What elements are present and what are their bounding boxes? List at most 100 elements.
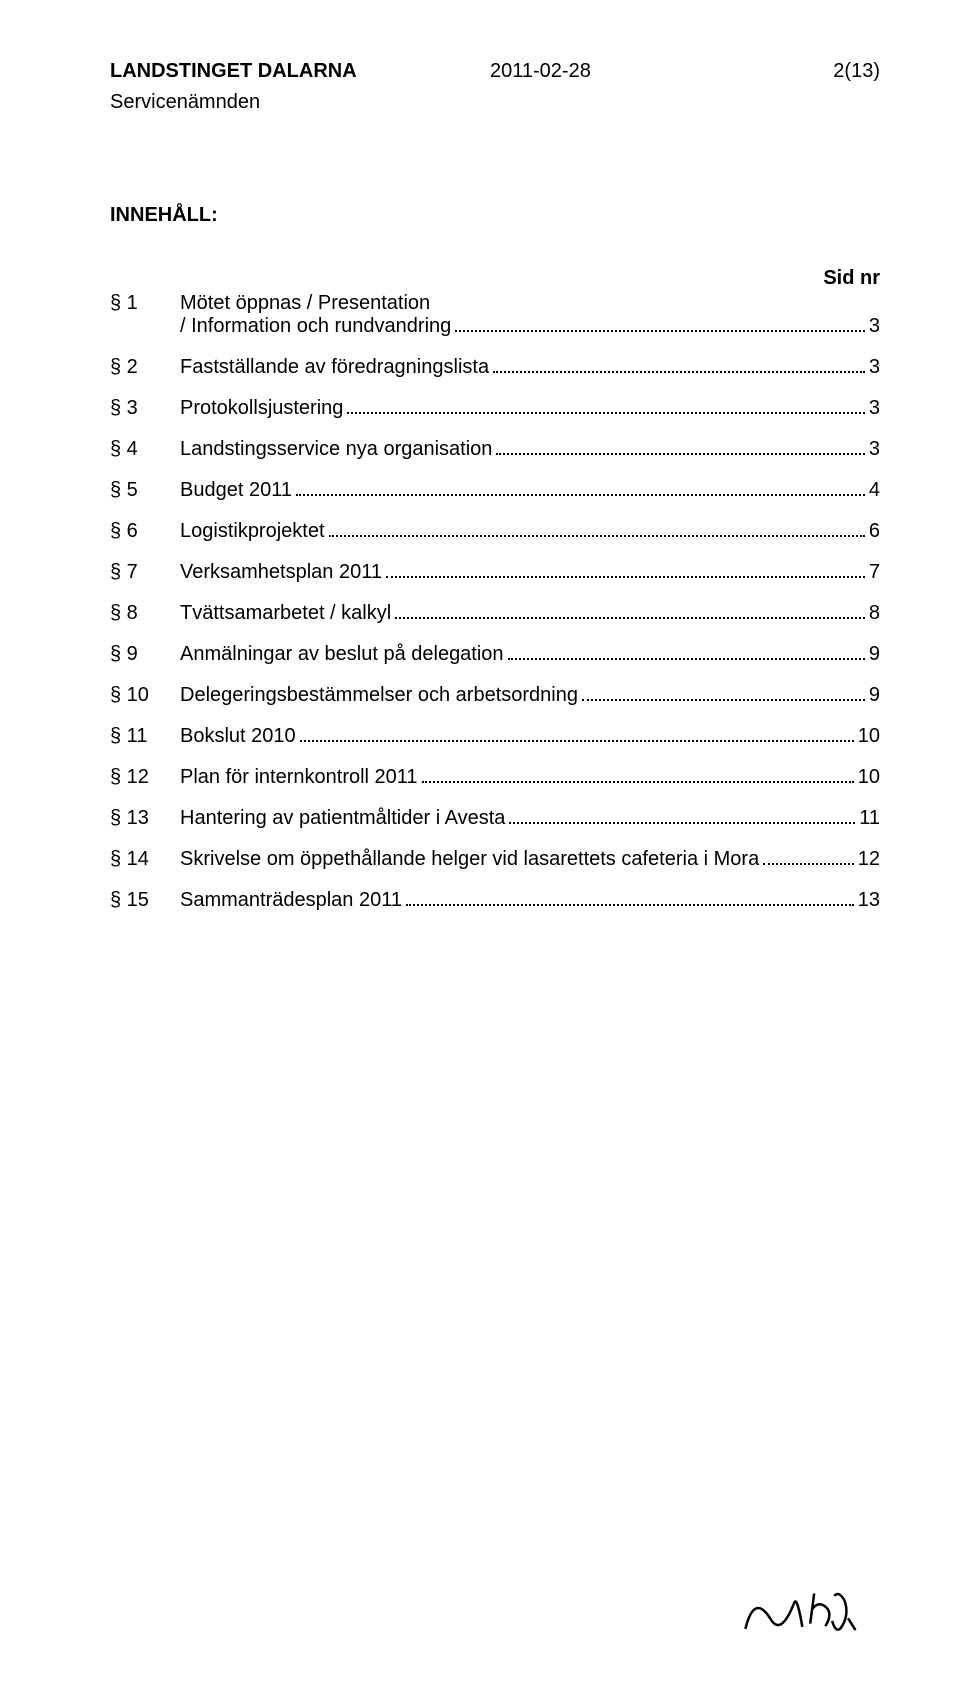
- sid-nr-label: Sid nr: [110, 267, 880, 290]
- toc-row: § 8Tvättsamarbetet / kalkyl 8: [110, 602, 880, 625]
- toc-leader-dots: [509, 822, 855, 824]
- toc-label: Verksamhetsplan 2011: [180, 561, 382, 584]
- toc-line: Fastställande av föredragningslista 3: [180, 356, 880, 379]
- toc-label: Logistikprojektet: [180, 520, 325, 543]
- section-title: INNEHÅLL:: [110, 204, 880, 227]
- toc-body: Landstingsservice nya organisation 3: [180, 438, 880, 461]
- toc-page-number: 3: [869, 315, 880, 338]
- toc-section-number: § 12: [110, 766, 180, 789]
- toc-leader-dots: [582, 699, 865, 701]
- toc-body: Anmälningar av beslut på delegation 9: [180, 643, 880, 666]
- toc-leader-dots: [386, 576, 865, 578]
- toc-line: Bokslut 201010: [180, 725, 880, 748]
- toc-page-number: 12: [858, 848, 880, 871]
- toc-leader-dots: [296, 494, 865, 496]
- toc-line: Sammanträdesplan 2011 13: [180, 889, 880, 912]
- toc-row: § 15Sammanträdesplan 201113: [110, 889, 880, 912]
- table-of-contents: § 1Mötet öppnas / Presentation/ Informat…: [110, 292, 880, 912]
- toc-line: Protokollsjustering 3: [180, 397, 880, 420]
- toc-label: Landstingsservice nya organisation: [180, 438, 492, 461]
- toc-section-number: § 1: [110, 292, 180, 315]
- toc-section-number: § 10: [110, 684, 180, 707]
- toc-page-number: 11: [859, 807, 880, 830]
- toc-row: § 4Landstingsservice nya organisation 3: [110, 438, 880, 461]
- signature-mark: [739, 1580, 861, 1655]
- toc-label: Hantering av patientmåltider i Avesta: [180, 807, 505, 830]
- toc-row: § 11Bokslut 201010: [110, 725, 880, 748]
- toc-label: Mötet öppnas / Presentation: [180, 292, 430, 315]
- toc-label: Budget 2011: [180, 479, 292, 502]
- toc-line: Landstingsservice nya organisation 3: [180, 438, 880, 461]
- toc-label: Delegeringsbestämmelser och arbetsordnin…: [180, 684, 578, 707]
- toc-row: § 1Mötet öppnas / Presentation/ Informat…: [110, 292, 880, 338]
- toc-section-number: § 5: [110, 479, 180, 502]
- toc-leader-dots: [455, 330, 865, 332]
- toc-section-number: § 4: [110, 438, 180, 461]
- toc-line: Skrivelse om öppethållande helger vid la…: [180, 848, 880, 871]
- toc-leader-dots: [300, 740, 854, 742]
- toc-leader-dots: [422, 781, 854, 783]
- toc-page-number: 3: [869, 397, 880, 420]
- toc-body: Mötet öppnas / Presentation/ Information…: [180, 292, 880, 338]
- toc-body: Plan för internkontroll 2011 10: [180, 766, 880, 789]
- toc-body: Budget 2011 4: [180, 479, 880, 502]
- toc-section-number: § 14: [110, 848, 180, 871]
- toc-page-number: 13: [858, 889, 880, 912]
- toc-body: Skrivelse om öppethållande helger vid la…: [180, 848, 880, 871]
- toc-page-number: 9: [869, 643, 880, 666]
- toc-line: Hantering av patientmåltider i Avesta 11: [180, 807, 880, 830]
- toc-label: Plan för internkontroll 2011: [180, 766, 418, 789]
- toc-row: § 7Verksamhetsplan 2011 7: [110, 561, 880, 584]
- toc-page-number: 7: [869, 561, 880, 584]
- toc-line: Plan för internkontroll 2011 10: [180, 766, 880, 789]
- toc-section-number: § 9: [110, 643, 180, 666]
- toc-row: § 14Skrivelse om öppethållande helger vi…: [110, 848, 880, 871]
- toc-page-number: 6: [869, 520, 880, 543]
- toc-page-number: 10: [858, 766, 880, 789]
- toc-line: Delegeringsbestämmelser och arbetsordnin…: [180, 684, 880, 707]
- toc-row: § 12Plan för internkontroll 2011 10: [110, 766, 880, 789]
- toc-row: § 9Anmälningar av beslut på delegation 9: [110, 643, 880, 666]
- toc-label: Protokollsjustering: [180, 397, 343, 420]
- toc-section-number: § 7: [110, 561, 180, 584]
- toc-section-number: § 6: [110, 520, 180, 543]
- toc-row: § 10Delegeringsbestämmelser och arbetsor…: [110, 684, 880, 707]
- toc-row: § 3Protokollsjustering 3: [110, 397, 880, 420]
- toc-body: Delegeringsbestämmelser och arbetsordnin…: [180, 684, 880, 707]
- toc-page-number: 4: [869, 479, 880, 502]
- toc-row: § 2Fastställande av föredragningslista 3: [110, 356, 880, 379]
- toc-leader-dots: [496, 453, 864, 455]
- toc-line: Mötet öppnas / Presentation: [180, 292, 880, 315]
- toc-leader-dots: [763, 863, 854, 865]
- toc-label: Anmälningar av beslut på delegation: [180, 643, 504, 666]
- toc-line: / Information och rundvandring 3: [180, 315, 880, 338]
- toc-label: / Information och rundvandring: [180, 315, 451, 338]
- toc-label: Sammanträdesplan 2011: [180, 889, 402, 912]
- page-header: LANDSTINGET DALARNA 2011-02-28 2(13): [110, 60, 880, 83]
- toc-label: Tvättsamarbetet / kalkyl: [180, 602, 391, 625]
- toc-line: Budget 2011 4: [180, 479, 880, 502]
- toc-leader-dots: [508, 658, 865, 660]
- toc-row: § 6Logistikprojektet 6: [110, 520, 880, 543]
- toc-body: Tvättsamarbetet / kalkyl 8: [180, 602, 880, 625]
- toc-label: Fastställande av föredragningslista: [180, 356, 489, 379]
- toc-page-number: 3: [869, 438, 880, 461]
- toc-leader-dots: [395, 617, 865, 619]
- toc-body: Hantering av patientmåltider i Avesta 11: [180, 807, 880, 830]
- toc-line: Anmälningar av beslut på delegation 9: [180, 643, 880, 666]
- toc-row: § 13Hantering av patientmåltider i Avest…: [110, 807, 880, 830]
- toc-page-number: 8: [869, 602, 880, 625]
- toc-line: Logistikprojektet 6: [180, 520, 880, 543]
- toc-row: § 5Budget 2011 4: [110, 479, 880, 502]
- toc-leader-dots: [347, 412, 864, 414]
- toc-body: Fastställande av föredragningslista 3: [180, 356, 880, 379]
- toc-page-number: 9: [869, 684, 880, 707]
- toc-section-number: § 2: [110, 356, 180, 379]
- toc-page-number: 3: [869, 356, 880, 379]
- doc-date: 2011-02-28: [490, 60, 591, 83]
- toc-label: Skrivelse om öppethållande helger vid la…: [180, 848, 759, 871]
- toc-section-number: § 8: [110, 602, 180, 625]
- org-name: LANDSTINGET DALARNA: [110, 60, 357, 83]
- toc-section-number: § 13: [110, 807, 180, 830]
- toc-section-number: § 3: [110, 397, 180, 420]
